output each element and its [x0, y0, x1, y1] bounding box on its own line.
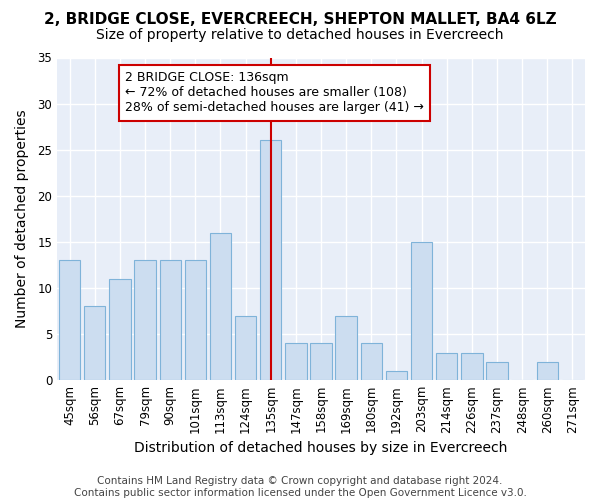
Bar	[411, 242, 432, 380]
Bar	[260, 140, 281, 380]
Bar	[335, 316, 357, 380]
Text: Size of property relative to detached houses in Evercreech: Size of property relative to detached ho…	[96, 28, 504, 42]
Bar	[436, 352, 457, 380]
Bar	[134, 260, 156, 380]
Bar	[235, 316, 256, 380]
Y-axis label: Number of detached properties: Number of detached properties	[15, 110, 29, 328]
Bar	[361, 344, 382, 380]
Bar	[59, 260, 80, 380]
Bar	[536, 362, 558, 380]
Bar	[210, 232, 231, 380]
Bar	[185, 260, 206, 380]
Bar	[109, 279, 131, 380]
Bar	[386, 371, 407, 380]
Text: 2 BRIDGE CLOSE: 136sqm
← 72% of detached houses are smaller (108)
28% of semi-de: 2 BRIDGE CLOSE: 136sqm ← 72% of detached…	[125, 72, 424, 114]
Bar	[487, 362, 508, 380]
Text: Contains HM Land Registry data © Crown copyright and database right 2024.
Contai: Contains HM Land Registry data © Crown c…	[74, 476, 526, 498]
Bar	[160, 260, 181, 380]
Text: 2, BRIDGE CLOSE, EVERCREECH, SHEPTON MALLET, BA4 6LZ: 2, BRIDGE CLOSE, EVERCREECH, SHEPTON MAL…	[44, 12, 556, 28]
Bar	[84, 306, 106, 380]
Bar	[285, 344, 307, 380]
X-axis label: Distribution of detached houses by size in Evercreech: Distribution of detached houses by size …	[134, 441, 508, 455]
Bar	[461, 352, 482, 380]
Bar	[310, 344, 332, 380]
